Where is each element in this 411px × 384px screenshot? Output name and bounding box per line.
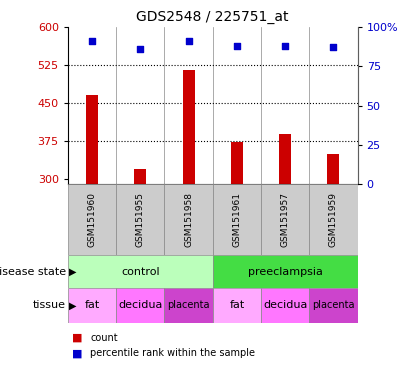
Bar bbox=[213, 288, 261, 323]
Bar bbox=[309, 288, 358, 323]
Text: percentile rank within the sample: percentile rank within the sample bbox=[90, 348, 255, 358]
Bar bbox=[68, 288, 116, 323]
Text: GSM151959: GSM151959 bbox=[329, 192, 338, 247]
Point bbox=[185, 38, 192, 44]
Bar bbox=[231, 142, 243, 184]
Text: tissue: tissue bbox=[33, 300, 66, 310]
Text: decidua: decidua bbox=[118, 300, 162, 310]
Text: GSM151957: GSM151957 bbox=[281, 192, 290, 247]
Bar bbox=[68, 184, 116, 255]
Bar bbox=[164, 288, 213, 323]
Title: GDS2548 / 225751_at: GDS2548 / 225751_at bbox=[136, 10, 289, 25]
Bar bbox=[213, 255, 358, 288]
Text: ▶: ▶ bbox=[69, 300, 76, 310]
Text: count: count bbox=[90, 333, 118, 343]
Bar bbox=[309, 184, 358, 255]
Bar bbox=[182, 70, 194, 184]
Point bbox=[89, 38, 95, 44]
Text: preeclampsia: preeclampsia bbox=[248, 266, 323, 277]
Bar bbox=[328, 154, 339, 184]
Point bbox=[330, 44, 337, 50]
Bar bbox=[164, 184, 213, 255]
Text: placenta: placenta bbox=[312, 300, 355, 310]
Text: placenta: placenta bbox=[167, 300, 210, 310]
Text: decidua: decidua bbox=[263, 300, 307, 310]
Text: GSM151958: GSM151958 bbox=[184, 192, 193, 247]
Text: GSM151955: GSM151955 bbox=[136, 192, 145, 247]
Text: disease state: disease state bbox=[0, 266, 66, 277]
Bar bbox=[261, 288, 309, 323]
Text: fat: fat bbox=[229, 300, 245, 310]
Bar bbox=[134, 169, 146, 184]
Bar bbox=[116, 288, 164, 323]
Bar bbox=[279, 134, 291, 184]
Point bbox=[233, 43, 240, 49]
Text: control: control bbox=[121, 266, 159, 277]
Text: ■: ■ bbox=[72, 348, 83, 358]
Point bbox=[137, 46, 143, 52]
Bar bbox=[86, 96, 98, 184]
Text: ■: ■ bbox=[72, 333, 83, 343]
Text: GSM151961: GSM151961 bbox=[232, 192, 241, 247]
Text: fat: fat bbox=[84, 300, 99, 310]
Bar bbox=[68, 255, 213, 288]
Bar bbox=[116, 184, 164, 255]
Text: ▶: ▶ bbox=[69, 266, 76, 277]
Bar bbox=[261, 184, 309, 255]
Bar bbox=[213, 184, 261, 255]
Text: GSM151960: GSM151960 bbox=[88, 192, 97, 247]
Point bbox=[282, 43, 289, 49]
